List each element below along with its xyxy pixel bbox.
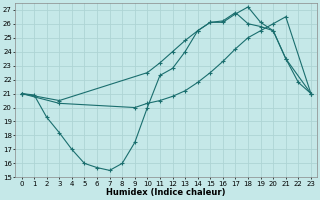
X-axis label: Humidex (Indice chaleur): Humidex (Indice chaleur) xyxy=(107,188,226,197)
